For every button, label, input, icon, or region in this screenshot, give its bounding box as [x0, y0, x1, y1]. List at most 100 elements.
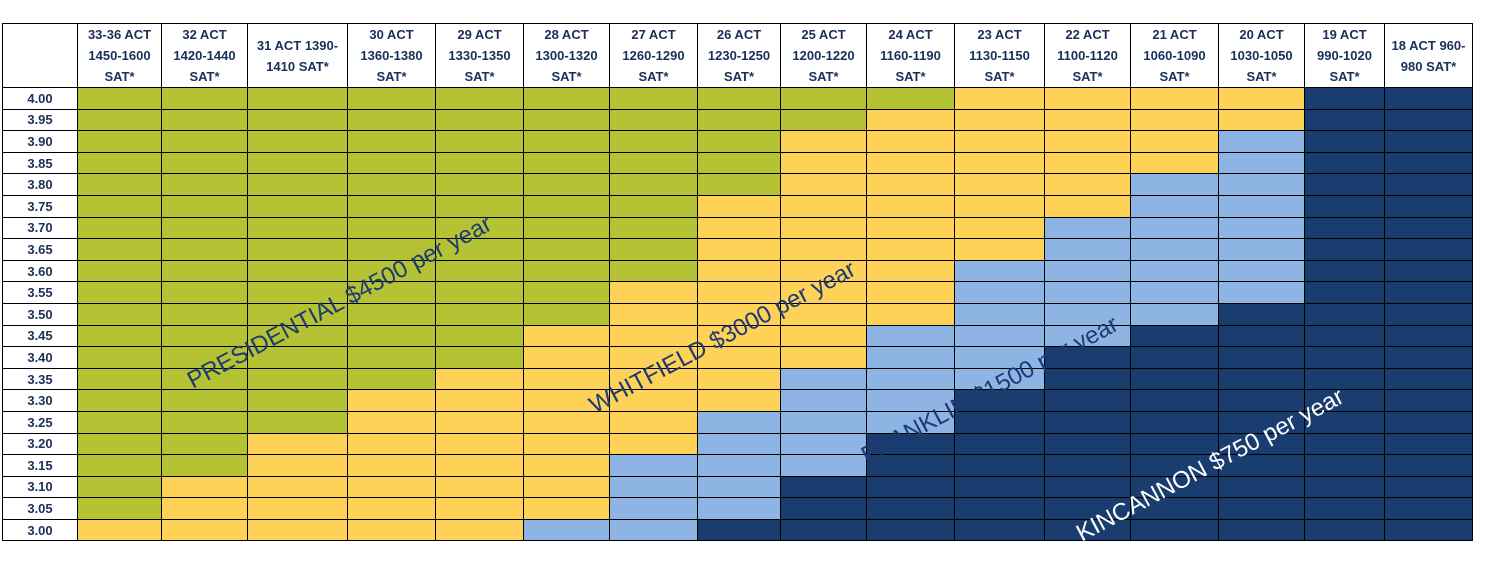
- grid-cell: [1218, 346, 1305, 369]
- grid-cell: [1130, 87, 1219, 110]
- grid-cell: [697, 216, 781, 240]
- grid-cell: [1304, 410, 1385, 434]
- grid-cell: [523, 389, 610, 412]
- grid-cell: [247, 151, 348, 175]
- grid-cell: [435, 173, 524, 196]
- grid-cell: [247, 324, 348, 348]
- grid-cell: [1218, 173, 1305, 196]
- grid-cell: [780, 518, 867, 542]
- column-header: 27 ACT 1260-1290 SAT*: [609, 23, 698, 88]
- grid-cell: [954, 259, 1045, 283]
- grid-cell: [435, 475, 524, 499]
- grid-cell: [697, 173, 781, 196]
- grid-cell: [523, 130, 610, 153]
- grid-cell: [347, 238, 436, 261]
- grid-cell: [697, 194, 781, 218]
- grid-cell: [347, 389, 436, 412]
- grid-cell: [161, 108, 248, 132]
- grid-cell: [523, 108, 610, 132]
- grid-cell: [1044, 130, 1131, 153]
- grid-cell: [866, 259, 955, 283]
- grid-cell: [161, 302, 248, 326]
- grid-cell: [347, 475, 436, 499]
- grid-cell: [523, 410, 610, 434]
- grid-cell: [780, 497, 867, 520]
- grid-cell: [1044, 454, 1131, 477]
- grid-cell: [1044, 151, 1131, 175]
- grid-cell: [697, 346, 781, 369]
- grid-cell: [1384, 194, 1473, 218]
- grid-cell: [523, 346, 610, 369]
- grid-cell: [609, 302, 698, 326]
- grid-cell: [1218, 389, 1305, 412]
- grid-cell: [697, 497, 781, 520]
- column-header: 28 ACT 1300-1320 SAT*: [523, 23, 610, 88]
- scholarship-table: 33-36 ACT 1450-1600 SAT* 32 ACT 1420-1440 SAT…: [2, 23, 1473, 542]
- row-header: 3.30: [2, 389, 78, 412]
- grid-cell: [347, 432, 436, 456]
- grid-cell: [866, 324, 955, 348]
- grid-cell: [1130, 151, 1219, 175]
- grid-cell: [1384, 367, 1473, 391]
- row-header: 3.55: [2, 281, 78, 304]
- grid-cell: [347, 454, 436, 477]
- grid-cell: [954, 497, 1045, 520]
- grid-cell: [1218, 216, 1305, 240]
- grid-cell: [523, 194, 610, 218]
- grid-cell: [780, 389, 867, 412]
- grid-cell: [1304, 389, 1385, 412]
- grid-cell: [161, 130, 248, 153]
- grid-cell: [1384, 475, 1473, 499]
- grid-cell: [247, 108, 348, 132]
- grid-cell: [1384, 173, 1473, 196]
- grid-cell: [247, 87, 348, 110]
- grid-cell: [247, 432, 348, 456]
- grid-cell: [609, 410, 698, 434]
- grid-cell: [247, 410, 348, 434]
- grid-cell: [866, 410, 955, 434]
- grid-cell: [1130, 410, 1219, 434]
- grid-cell: [247, 518, 348, 542]
- row-header: 3.15: [2, 454, 78, 477]
- grid-cell: [435, 346, 524, 369]
- grid-cell: [523, 454, 610, 477]
- grid-cell: [347, 497, 436, 520]
- grid-cell: [435, 281, 524, 304]
- grid-cell: [1384, 518, 1473, 542]
- grid-cell: [77, 87, 162, 110]
- grid-cell: [1044, 475, 1131, 499]
- grid-cell: [161, 454, 248, 477]
- grid-cell: [1304, 216, 1385, 240]
- grid-cell: [161, 216, 248, 240]
- grid-cell: [247, 173, 348, 196]
- grid-cell: [697, 389, 781, 412]
- grid-cell: [697, 151, 781, 175]
- grid-cell: [1130, 389, 1219, 412]
- grid-cell: [77, 346, 162, 369]
- grid-cell: [1304, 151, 1385, 175]
- grid-cell: [1218, 475, 1305, 499]
- grid-cell: [1130, 259, 1219, 283]
- grid-cell: [866, 367, 955, 391]
- column-header: 24 ACT 1160-1190 SAT*: [866, 23, 955, 88]
- grid-cell: [780, 87, 867, 110]
- grid-cell: [247, 497, 348, 520]
- grid-cell: [1304, 108, 1385, 132]
- grid-cell: [435, 108, 524, 132]
- grid-cell: [866, 389, 955, 412]
- grid-cell: [866, 173, 955, 196]
- grid-cell: [247, 454, 348, 477]
- grid-cell: [1218, 87, 1305, 110]
- grid-cell: [697, 367, 781, 391]
- grid-cell: [247, 367, 348, 391]
- grid-cell: [347, 216, 436, 240]
- grid-cell: [780, 302, 867, 326]
- grid-cell: [866, 475, 955, 499]
- grid-cell: [77, 324, 162, 348]
- grid-cell: [435, 194, 524, 218]
- row-header: 3.95: [2, 108, 78, 132]
- row-header: 3.45: [2, 324, 78, 348]
- grid-cell: [866, 151, 955, 175]
- grid-cell: [609, 216, 698, 240]
- grid-cell: [954, 475, 1045, 499]
